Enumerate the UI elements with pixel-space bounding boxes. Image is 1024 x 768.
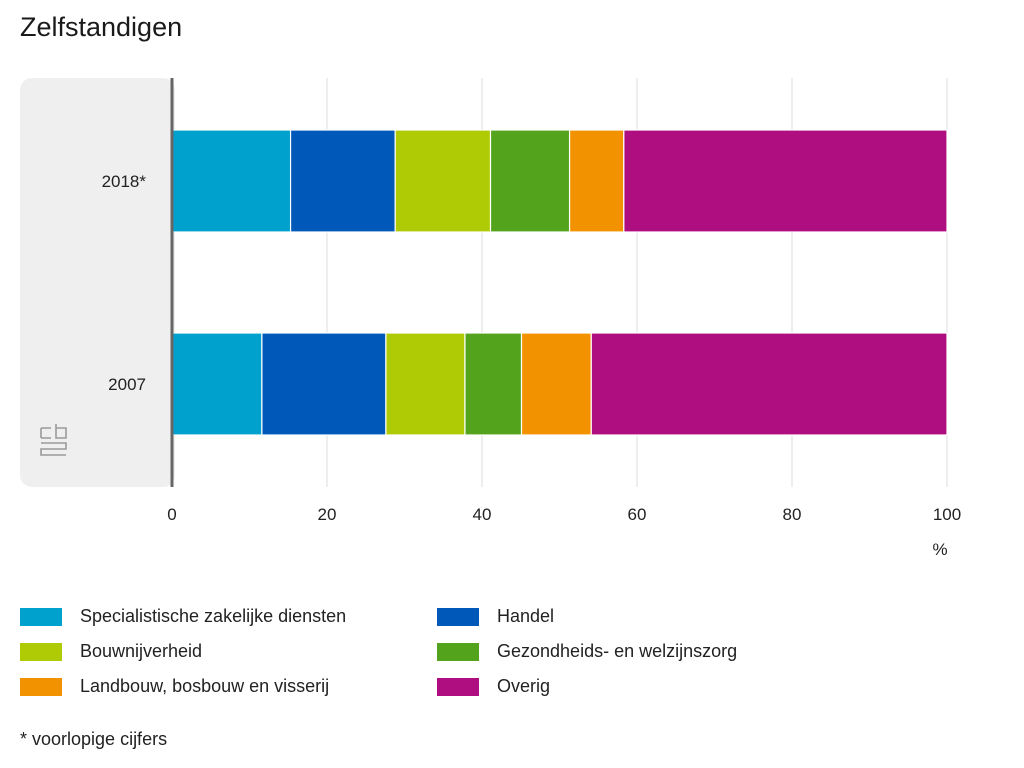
legend-swatch (20, 607, 62, 626)
bar-segment (489, 129, 571, 233)
x-tick-label: 40 (473, 505, 492, 524)
legend-swatch (437, 677, 479, 696)
x-tick-label: 60 (628, 505, 647, 524)
x-unit-label: % (932, 540, 947, 559)
legend-swatch (20, 677, 62, 696)
cbs-logo-icon (40, 424, 67, 456)
legend-label: Gezondheids- en welzijnszorg (497, 641, 738, 661)
bar-segment (590, 332, 948, 436)
x-tick-label: 80 (783, 505, 802, 524)
legend-label: Overig (497, 676, 551, 696)
legend-item: Handel (437, 606, 554, 627)
legend-label: Specialistische zakelijke diensten (80, 606, 347, 626)
category-panel (20, 78, 175, 487)
legend-label: Handel (497, 606, 555, 626)
legend-swatch (20, 642, 62, 661)
legend-swatch (437, 642, 479, 661)
x-tick-label: 20 (318, 505, 337, 524)
chart-title: Zelfstandigen (20, 12, 183, 42)
legend-item: Gezondheids- en welzijnszorg (437, 641, 737, 662)
bars (171, 129, 948, 436)
legend-label: Landbouw, bosbouw en visserij (80, 676, 330, 696)
bar-segment (464, 332, 523, 436)
bar-segment (171, 129, 292, 233)
footnote: * voorlopige cijfers (20, 729, 168, 749)
bar-segment (623, 129, 948, 233)
bar-segment (520, 332, 592, 436)
x-tick-label: 0 (167, 505, 176, 524)
legend-label: Bouwnijverheid (80, 641, 203, 661)
legend-item: Bouwnijverheid (20, 641, 202, 662)
x-tick-label: 100 (933, 505, 961, 524)
legend-item: Overig (437, 676, 550, 697)
legend-swatch (437, 607, 479, 626)
bar-segment (568, 129, 625, 233)
legend-item: Specialistische zakelijke diensten (20, 606, 346, 627)
bar-segment (171, 332, 263, 436)
bar-segment (394, 129, 492, 233)
legend-item: Landbouw, bosbouw en visserij (20, 676, 329, 697)
category-label: 2018* (102, 172, 147, 191)
bar-segment (261, 332, 387, 436)
x-tick-labels: 0 20 40 60 80 100 (167, 505, 961, 524)
category-label: 2007 (108, 375, 146, 394)
stacked-bar-chart: 2018* 2007 0 20 40 60 80 100 % (20, 78, 961, 559)
bar-segment (289, 129, 396, 233)
bar-segment (385, 332, 466, 436)
category-labels: 2018* 2007 (102, 172, 147, 394)
